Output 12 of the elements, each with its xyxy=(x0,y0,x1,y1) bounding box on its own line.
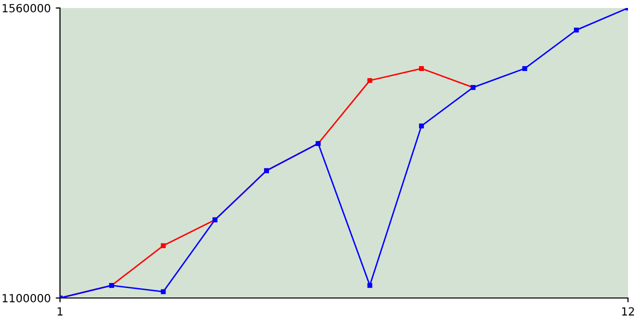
point xyxy=(160,289,166,294)
point xyxy=(160,243,166,248)
point xyxy=(419,123,424,128)
point xyxy=(574,28,579,32)
point xyxy=(367,282,372,288)
point xyxy=(522,66,528,71)
y-tick-label: 1100000 xyxy=(2,294,50,302)
x-tick-label: 12 xyxy=(622,307,634,316)
point xyxy=(367,78,372,83)
point xyxy=(419,66,424,71)
x-tick-label: 1 xyxy=(58,307,63,316)
y-tick-label: 1560000 xyxy=(2,4,50,12)
